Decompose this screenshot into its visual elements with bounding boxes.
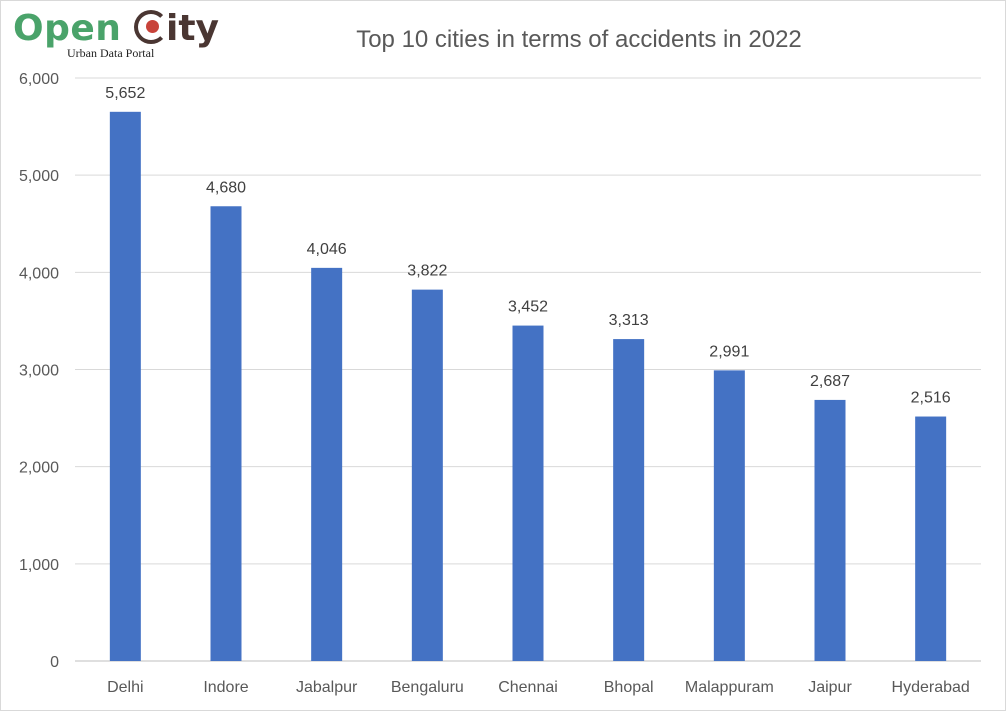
logo-dot-icon <box>146 20 159 33</box>
x-tick-label: Malappuram <box>685 679 774 696</box>
y-tick-label: 1,000 <box>19 557 59 574</box>
bar <box>210 206 242 661</box>
bar <box>512 325 544 661</box>
y-tick-label: 4,000 <box>19 265 59 282</box>
y-tick-label: 6,000 <box>19 71 59 88</box>
data-label: 4,680 <box>206 179 246 196</box>
bar <box>109 111 141 661</box>
bar <box>814 399 846 661</box>
logo-word-open: Open <box>13 8 122 49</box>
data-label: 3,313 <box>609 312 649 329</box>
logo-word-city: ity <box>166 8 220 49</box>
data-label: 4,046 <box>307 241 347 258</box>
data-label: 3,822 <box>407 263 447 280</box>
opencity-logo: Open ity Urban Data Portal <box>13 7 228 63</box>
x-tick-label: Jabalpur <box>296 679 358 696</box>
data-label: 5,652 <box>105 85 145 102</box>
x-tick-label: Hyderabad <box>892 679 970 696</box>
data-label: 2,991 <box>709 343 749 360</box>
x-tick-label: Jaipur <box>808 679 852 696</box>
x-tick-label: Bengaluru <box>391 679 464 696</box>
bar <box>613 339 645 661</box>
data-labels: 5,652 4,680 4,046 3,822 3,452 3,313 2,991 2,687… <box>105 85 950 407</box>
x-tick-label: Indore <box>203 679 248 696</box>
x-tick-label: Chennai <box>498 679 558 696</box>
bar <box>411 289 443 661</box>
y-tick-label: 5,000 <box>19 168 59 185</box>
x-tick-label: Bhopal <box>604 679 654 696</box>
data-label: 3,452 <box>508 299 548 316</box>
logo-tagline: Urban Data Portal <box>67 46 155 60</box>
data-label: 2,516 <box>911 390 951 407</box>
y-tick-label: 0 <box>50 654 59 671</box>
bar <box>915 416 947 661</box>
bar <box>311 267 343 661</box>
logo-c-icon <box>134 10 168 44</box>
y-tick-label: 2,000 <box>19 460 59 477</box>
x-tick-label: Delhi <box>107 679 143 696</box>
y-tick-label: 3,000 <box>19 363 59 380</box>
y-axis-ticks: 0 1,000 2,000 3,000 4,000 5,000 6,000 <box>19 71 59 671</box>
x-axis-ticks: Delhi Indore Jabalpur Bengaluru Chennai Bhopa… <box>107 679 970 696</box>
bar <box>713 370 745 661</box>
data-label: 2,687 <box>810 373 850 390</box>
chart-title: Top 10 cities in terms of accidents in 2… <box>356 26 802 53</box>
bars <box>109 111 947 661</box>
